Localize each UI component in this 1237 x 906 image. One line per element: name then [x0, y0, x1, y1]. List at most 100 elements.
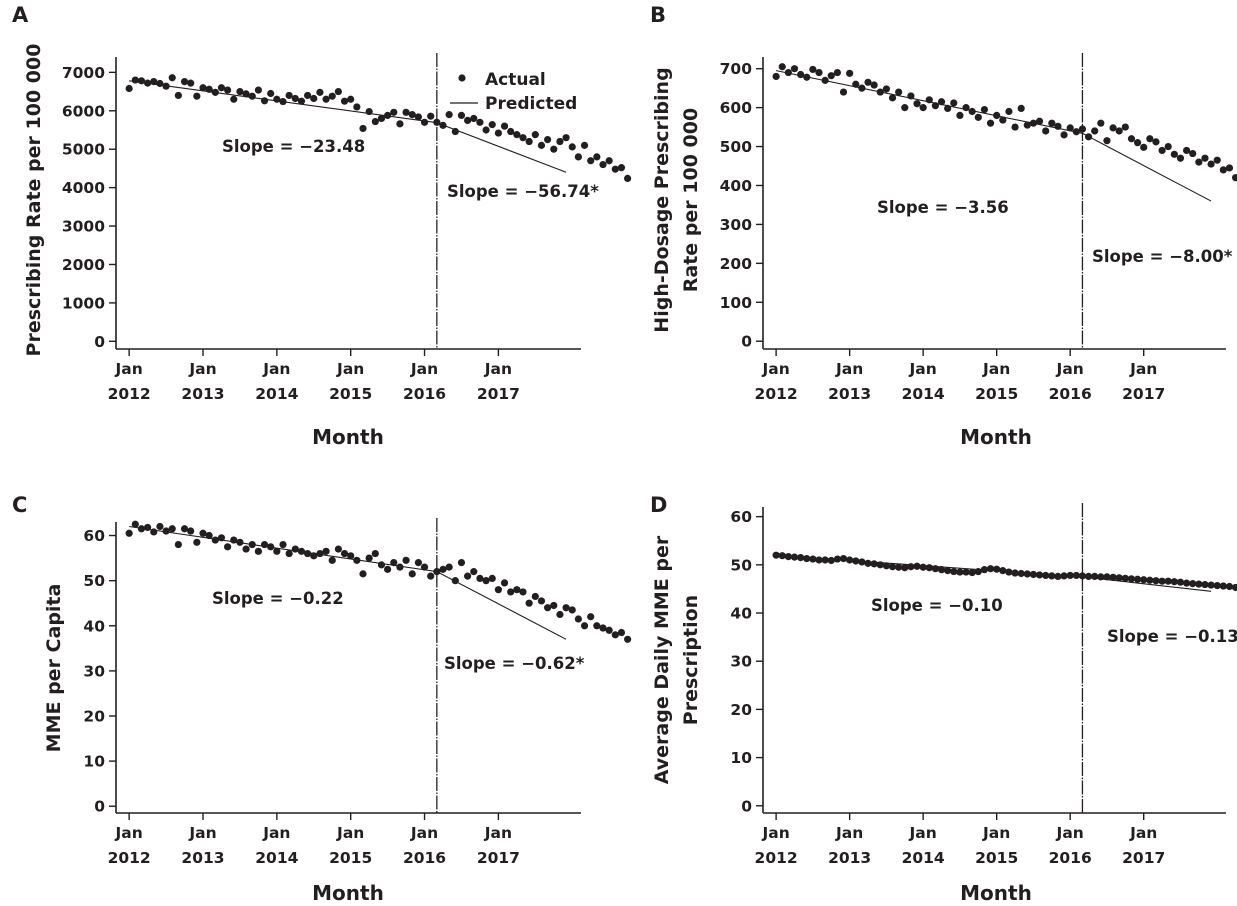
- panel-b-x-tick-year: 2017: [1122, 385, 1165, 403]
- panel-d-data-point: [790, 553, 799, 561]
- panel-a-data-point: [334, 87, 342, 96]
- panel-b-y-tick-label: 400: [720, 177, 753, 195]
- panel-b-data-point: [1201, 154, 1209, 162]
- panel-c-data-point: [464, 572, 472, 580]
- panel-a-data-point: [316, 88, 324, 96]
- panel-c-data-point: [340, 549, 349, 558]
- panel-c-data-point: [574, 615, 582, 623]
- panel-a-y-tick-label: 7000: [62, 64, 105, 82]
- panel-c-data-point: [230, 536, 238, 544]
- panel-b-y-tick-label: 500: [720, 138, 753, 156]
- panel-a-data-point: [500, 122, 509, 130]
- panel-c-data-point: [390, 559, 398, 567]
- panel-b-data-point: [784, 68, 792, 77]
- panel-c-y-tick-label: 0: [94, 798, 105, 816]
- panel-c-data-point: [402, 556, 410, 564]
- panel-c-data-point: [408, 570, 416, 578]
- panel-c-data-point: [494, 586, 502, 594]
- panel-b-data-point: [1054, 122, 1062, 130]
- panel-b-y-tick-label: 200: [720, 255, 753, 273]
- panel-d-data-point: [931, 565, 940, 573]
- panel-a-letter: A: [12, 3, 29, 27]
- panel-a-data-point: [174, 91, 182, 100]
- panel-c-data-point: [328, 556, 336, 564]
- panel-d-data-point: [937, 566, 946, 574]
- panel-d-data-point: [803, 554, 811, 563]
- panel-a-data-point: [464, 116, 472, 124]
- panel-a-data-point: [205, 85, 213, 93]
- panel-D: D 0 10 20 30 40 50 60 Jan 2012 Jan 2013 Jan 2014 Jan 20…: [650, 493, 1237, 905]
- panel-d-x-tick-month: Jan: [909, 824, 937, 842]
- panel-a-data-point: [267, 89, 275, 98]
- panel-c-data-point: [304, 549, 312, 558]
- panel-d-data-point: [815, 556, 823, 564]
- panel-a-data-point: [550, 145, 558, 153]
- panel-b-x-tick-year: 2014: [902, 385, 945, 403]
- panel-a-data-point: [402, 108, 410, 116]
- panel-d-data-point: [1213, 581, 1221, 590]
- panel-b-slope-post: Slope = −8.00*: [1092, 247, 1233, 266]
- panel-b-x-tick-month: Jan: [835, 360, 863, 378]
- panel-c-data-point: [205, 531, 213, 540]
- panel-c-x-tick-month: Jan: [484, 824, 512, 842]
- panel-b-data-point: [1048, 119, 1056, 127]
- panel-c-data-point: [322, 547, 330, 555]
- panel-c-data-point: [537, 597, 546, 605]
- panel-b-data-point: [1121, 123, 1129, 131]
- panel-c-x-tick-year: 2017: [477, 849, 520, 867]
- panel-b-data-point: [895, 88, 903, 96]
- panel-d-y-tick-label: 0: [741, 797, 752, 815]
- panel-a-data-point: [322, 95, 330, 103]
- panel-c-data-point: [137, 525, 146, 533]
- panel-c-data-point: [457, 559, 466, 567]
- panel-b-data-point: [1164, 142, 1172, 151]
- panel-c-data-point: [187, 527, 195, 535]
- panel-c-data-point: [599, 624, 607, 632]
- panel-d-data-point: [1121, 574, 1129, 582]
- panel-a-data-point: [377, 114, 386, 123]
- panel-c-x-tick-month: Jan: [115, 824, 143, 842]
- panel-b-data-point: [815, 68, 823, 77]
- panel-c-data-point: [353, 556, 361, 564]
- panel-a-x-tick-month: Jan: [410, 360, 438, 378]
- panel-a-data-point: [390, 108, 398, 116]
- panel-a-data-point: [297, 97, 306, 105]
- panel-d-data-point: [913, 562, 921, 570]
- panel-d-data-point: [974, 567, 982, 576]
- panel-b-y-tick-label: 700: [720, 60, 753, 78]
- panel-c-data-point: [476, 574, 484, 582]
- panel-b-data-point: [1005, 107, 1013, 116]
- panel-a-data-point: [156, 79, 164, 88]
- panel-d-data-point: [1219, 582, 1227, 590]
- panel-a-data-point: [482, 126, 490, 134]
- panel-d-data-point: [1115, 574, 1123, 582]
- panel-b-data-point: [1060, 131, 1068, 139]
- panel-b-data-point: [1232, 174, 1237, 182]
- panel-b-data-point: [1084, 133, 1093, 141]
- panel-c-data-point: [162, 527, 170, 535]
- panel-d-data-point: [888, 563, 897, 571]
- panel-d-x-tick-month: Jan: [982, 824, 1010, 842]
- panel-d-data-point: [1078, 572, 1087, 580]
- panel-d-data-point: [999, 567, 1007, 575]
- panel-b-data-point: [1140, 143, 1148, 151]
- panel-d-data-point: [827, 556, 835, 565]
- panel-a-data-point: [273, 95, 281, 103]
- panel-b-data-point: [1195, 158, 1203, 166]
- panel-d-data-point: [821, 556, 829, 564]
- panel-a-x-tick-year: 2012: [108, 385, 151, 403]
- panel-d-x-tick-month: Jan: [1129, 824, 1157, 842]
- panel-d-data-point: [1195, 580, 1203, 588]
- panel-c-data-point: [439, 565, 447, 573]
- panel-a-data-point: [624, 174, 632, 183]
- panel-A: A 0 1000 2000 3000 4000 5000 6000 7000 Jan 2012 Jan…: [12, 3, 632, 449]
- panel-d-data-point: [1170, 578, 1178, 586]
- panel-b-data-point: [974, 113, 982, 121]
- panel-b-y-axis-label: High-Dosage Prescribing: [651, 67, 673, 332]
- panel-c-data-point: [624, 635, 632, 643]
- panel-a-data-point: [304, 91, 312, 100]
- panel-b-data-point: [833, 68, 841, 77]
- panel-c-data-point: [384, 565, 392, 573]
- panel-b-data-point: [1072, 128, 1080, 136]
